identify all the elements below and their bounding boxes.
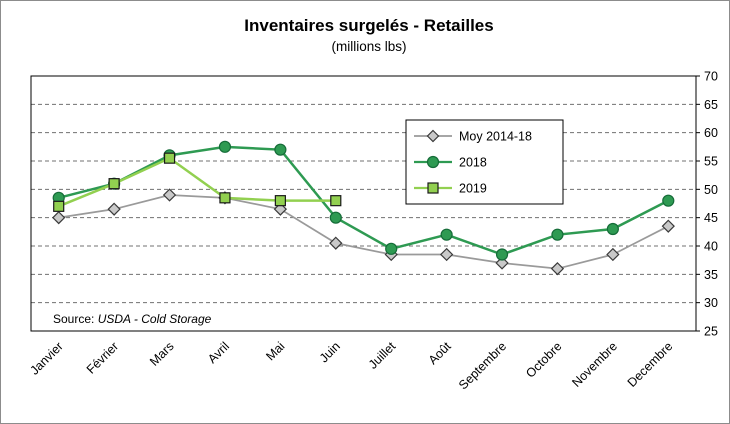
x-axis-label: Octobre (523, 339, 564, 380)
data-point-moy-2014-18 (52, 211, 66, 225)
data-point-moy-2014-18 (107, 202, 121, 216)
x-axis-label: Juin (317, 339, 343, 365)
data-point-moy-2014-18 (439, 247, 454, 262)
x-axis-label: Decembre (625, 339, 676, 390)
y-axis-label: 40 (704, 240, 718, 254)
series-group (52, 140, 675, 276)
data-point-2019 (219, 192, 231, 204)
square-marker-icon (427, 182, 439, 194)
data-point-moy-2014-18 (606, 247, 620, 262)
data-point-2019 (108, 178, 120, 190)
data-point-2018 (218, 140, 232, 153)
data-point-2019 (163, 152, 176, 164)
legend-label-moy: Moy 2014-18 (459, 130, 532, 144)
data-point-2019 (330, 195, 342, 207)
x-axis-label: Juillet (366, 339, 399, 372)
data-point-moy-2014-18 (550, 262, 565, 276)
data-point-2018 (329, 211, 342, 224)
data-point-2018 (385, 242, 398, 255)
y-axis-labels: 25 30 35 40 45 50 55 60 65 70 (696, 70, 718, 339)
x-axis-label: Septembre (456, 339, 509, 392)
chart-title: Inventaires surgelés - Retailles (244, 16, 493, 35)
legend: Moy 2014-18 2018 2019 (405, 119, 564, 205)
chart-subtitle: (millions lbs) (331, 39, 406, 54)
legend-item-2019: 2019 (414, 182, 487, 196)
x-axis-label: Mai (263, 339, 287, 363)
circle-marker-icon (426, 155, 440, 169)
y-axis-label: 65 (704, 98, 718, 112)
x-axis-label: Février (84, 339, 121, 376)
source-text: Source: USDA - Cold Storage (53, 312, 212, 326)
y-axis-label: 70 (704, 70, 718, 84)
data-point-2018 (551, 228, 564, 241)
y-axis-label: 35 (704, 268, 718, 282)
data-point-2018 (495, 248, 509, 261)
data-point-2018 (662, 194, 675, 207)
data-point-2019 (53, 200, 65, 212)
y-axis-label: 25 (704, 325, 718, 339)
x-axis-label: Mars (147, 339, 177, 369)
x-axis-label: Janvier (27, 339, 65, 377)
plot-area-border (30, 75, 697, 332)
x-axis-labels: Janvier Février Mars Avril Mai Juin Juillet Aoû… (27, 339, 675, 393)
data-point-2018 (440, 228, 453, 241)
legend-item-2018: 2018 (414, 156, 487, 170)
x-axis-label: Août (426, 339, 454, 367)
x-axis-label: Novembre (569, 339, 620, 390)
y-axis-label: 60 (704, 126, 718, 140)
data-point-moy-2014-18 (329, 236, 343, 250)
data-point-moy-2014-18 (273, 202, 288, 216)
data-point-moy-2014-18 (495, 256, 509, 270)
data-point-2019 (274, 195, 286, 207)
series-line-2019 (58, 156, 336, 208)
y-axis-label: 45 (704, 211, 718, 225)
legend-label-2018: 2018 (459, 156, 487, 170)
data-point-2018 (274, 143, 287, 156)
legend-item-moy-2014-18: Moy 2014-18 (414, 130, 532, 144)
data-point-2018 (606, 222, 619, 236)
diamond-marker-icon (426, 129, 440, 143)
series-line-moy-2014-18 (58, 194, 669, 270)
series-line-2018 (58, 145, 669, 256)
data-point-moy-2014-18 (162, 188, 177, 202)
legend-label-2019: 2019 (459, 182, 487, 196)
y-axis-label: 30 (704, 296, 718, 310)
source-prefix: Source: (53, 312, 98, 326)
data-point-moy-2014-18 (661, 219, 675, 233)
y-axis-label: 55 (704, 155, 718, 169)
source-citation: USDA - Cold Storage (98, 312, 212, 326)
gridlines-group (31, 103, 696, 304)
y-axis-label: 50 (704, 183, 718, 197)
x-axis-label: Avril (205, 339, 232, 366)
